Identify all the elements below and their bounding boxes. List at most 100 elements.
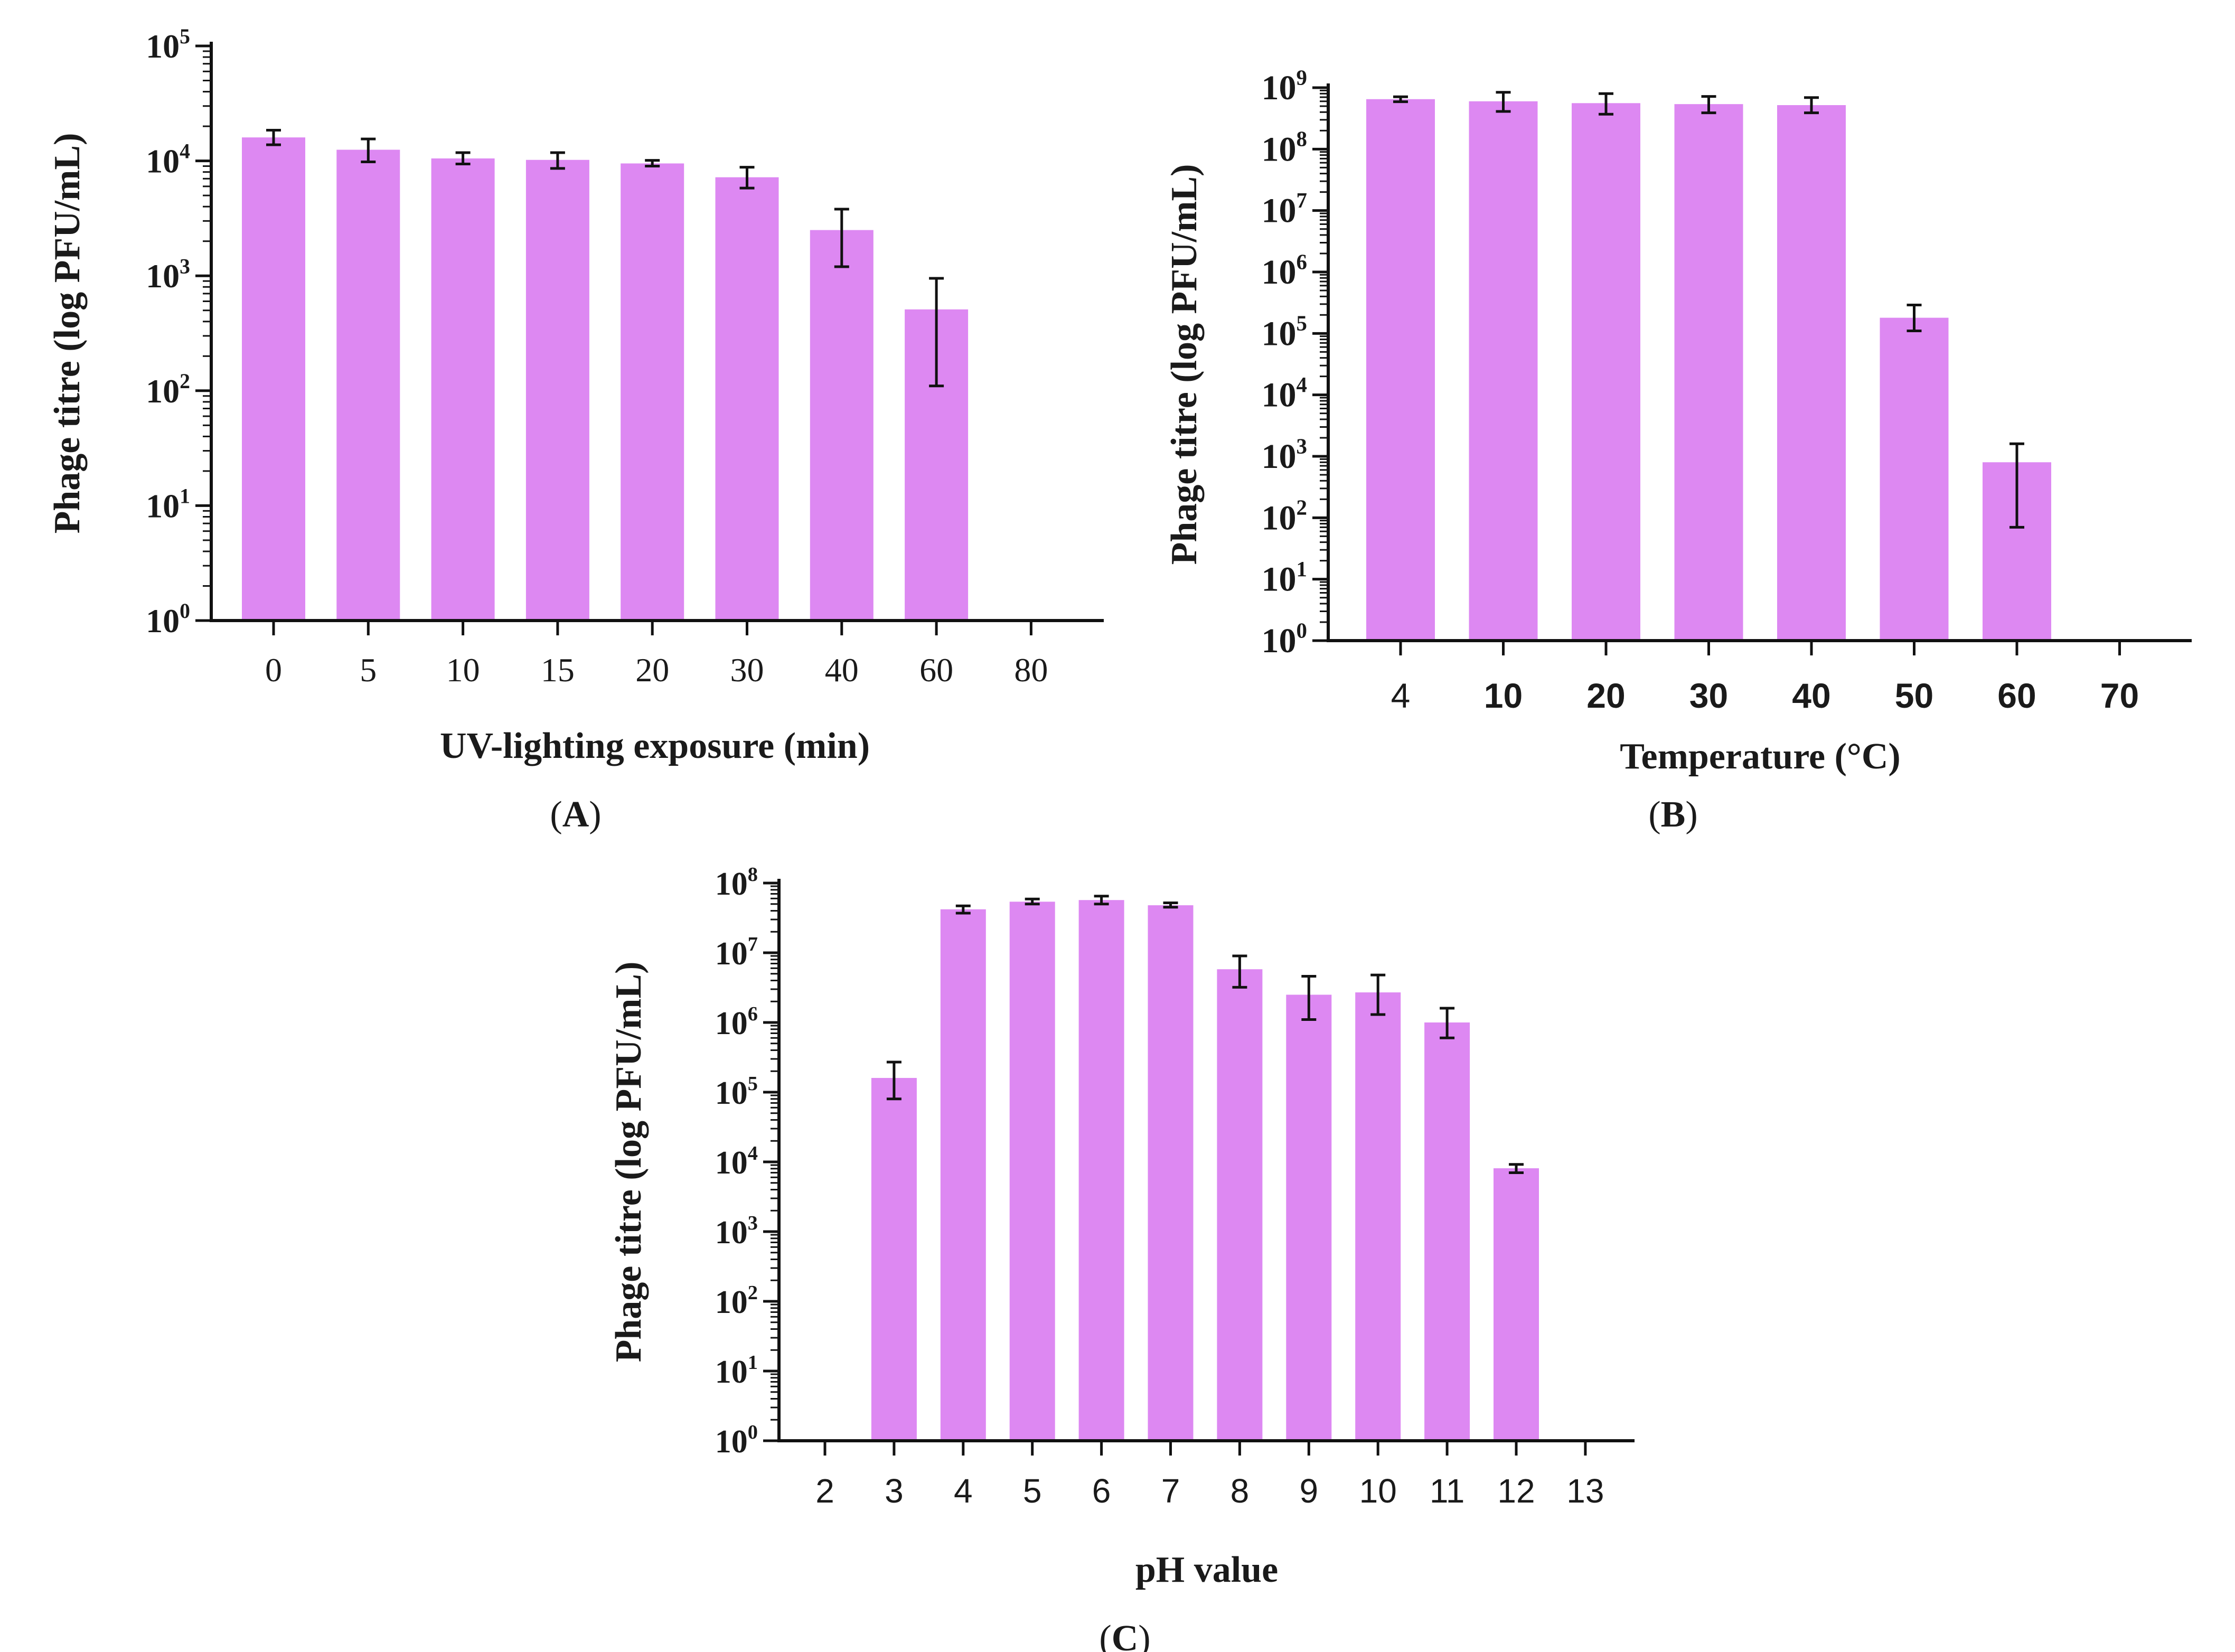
bar-c-4 bbox=[940, 909, 986, 1441]
x-tick-label-2: 2 bbox=[815, 1472, 834, 1510]
x-tick-label-80: 80 bbox=[1014, 651, 1048, 689]
error-bar-a-40 bbox=[834, 208, 849, 268]
y-tick-label: 100 bbox=[1262, 618, 1307, 660]
y-tick-label: 105 bbox=[146, 25, 190, 65]
x-tick-label-60: 60 bbox=[919, 651, 953, 689]
x-tick-label-70: 70 bbox=[2100, 676, 2139, 715]
error-bar-c-10 bbox=[1370, 973, 1386, 1016]
bar-c-9 bbox=[1286, 994, 1332, 1441]
x-tick-label-12: 12 bbox=[1497, 1472, 1535, 1510]
bar-c-3 bbox=[871, 1078, 917, 1441]
bar-c-12 bbox=[1494, 1168, 1539, 1441]
error-bar-b-4 bbox=[1393, 95, 1408, 104]
error-bar-c-11 bbox=[1440, 1007, 1455, 1039]
bar-c-8 bbox=[1217, 969, 1263, 1441]
x-tick-label-5: 5 bbox=[1023, 1472, 1042, 1510]
x-tick-label-4: 4 bbox=[1391, 676, 1411, 715]
bar-b-10 bbox=[1469, 101, 1538, 641]
error-bar-b-40 bbox=[1804, 96, 1819, 115]
y-tick-label: 101 bbox=[1262, 557, 1307, 599]
x-tick-label-6: 6 bbox=[1092, 1472, 1111, 1510]
bar-a-0 bbox=[242, 137, 305, 621]
y-tick-label: 100 bbox=[146, 599, 190, 640]
x-axis-label: pH value bbox=[1135, 1550, 1278, 1590]
x-tick-label-30: 30 bbox=[1689, 676, 1728, 715]
panel-label-b: (B) bbox=[1648, 794, 1697, 835]
chart-panel-c: 100 101 102 103 104 105 106 107 108 2 3 4 5 6 7 8 9 10 11 1… bbox=[608, 863, 1635, 1652]
panel-label-a: (A) bbox=[550, 794, 601, 835]
y-tick-label: 106 bbox=[715, 1003, 758, 1041]
x-tick-label-40: 40 bbox=[825, 651, 859, 689]
error-bar-a-10 bbox=[455, 151, 471, 165]
error-bar-c-6 bbox=[1094, 895, 1109, 906]
x-axis-label: UV-lighting exposure (min) bbox=[440, 726, 870, 766]
panel-label-c: (C) bbox=[1099, 1618, 1150, 1652]
error-bar-c-8 bbox=[1232, 954, 1247, 989]
y-axis-label: Phage titre (log PFU/mL) bbox=[608, 962, 649, 1363]
error-bar-a-20 bbox=[645, 159, 660, 168]
chart-panel-b: 100 101 102 103 104 105 106 107 108 109 4 10 20 30 40 5… bbox=[1164, 65, 2192, 835]
y-tick-label: 105 bbox=[1262, 312, 1307, 353]
y-tick-label: 101 bbox=[715, 1351, 758, 1390]
x-tick-label-10: 10 bbox=[1484, 676, 1523, 715]
y-tick-label: 102 bbox=[1262, 496, 1307, 538]
error-bar-a-30 bbox=[739, 166, 755, 190]
error-bar-c-4 bbox=[955, 904, 971, 915]
y-axis-label: Phage titre (log PFU/mL) bbox=[1164, 164, 1205, 565]
y-tick-label: 104 bbox=[715, 1142, 758, 1181]
x-tick-label-0: 0 bbox=[265, 651, 282, 689]
bar-a-20 bbox=[621, 163, 684, 621]
error-bar-a-15 bbox=[550, 151, 565, 170]
error-bar-b-20 bbox=[1599, 92, 1613, 116]
x-tick-label-7: 7 bbox=[1161, 1472, 1180, 1510]
y-tick-label: 108 bbox=[1262, 127, 1307, 169]
bar-c-7 bbox=[1148, 905, 1194, 1441]
y-tick-label: 102 bbox=[715, 1282, 758, 1320]
x-tick-label-15: 15 bbox=[541, 651, 575, 689]
bar-a-5 bbox=[336, 149, 400, 621]
x-tick-label-10: 10 bbox=[1359, 1472, 1397, 1510]
bar-c-6 bbox=[1078, 900, 1124, 1441]
y-tick-label: 102 bbox=[146, 370, 190, 410]
error-bar-b-10 bbox=[1496, 91, 1511, 113]
bar-a-30 bbox=[715, 177, 779, 621]
error-bar-a-5 bbox=[361, 137, 376, 164]
error-bar-b-50 bbox=[1907, 304, 1922, 333]
y-tick-label: 103 bbox=[146, 255, 190, 295]
y-tick-label: 105 bbox=[715, 1073, 758, 1111]
error-bar-c-12 bbox=[1509, 1163, 1524, 1174]
chart-panel-a: 100 101 102 103 104 105 0 5 10 15 20 30 40 60 80 UV-lig… bbox=[47, 25, 1104, 835]
y-tick-label: 103 bbox=[715, 1212, 758, 1251]
error-bar-c-3 bbox=[886, 1060, 901, 1101]
x-tick-label-8: 8 bbox=[1231, 1472, 1250, 1510]
error-bar-a-60 bbox=[929, 277, 944, 388]
y-tick-label: 107 bbox=[715, 933, 758, 972]
y-tick-label: 103 bbox=[1262, 434, 1307, 476]
bar-c-11 bbox=[1424, 1022, 1470, 1441]
bar-a-15 bbox=[525, 159, 589, 621]
bar-b-40 bbox=[1777, 105, 1846, 641]
bar-b-30 bbox=[1674, 104, 1743, 641]
error-bar-b-60 bbox=[2009, 442, 2024, 529]
y-tick-label: 101 bbox=[146, 485, 190, 525]
x-tick-label-10: 10 bbox=[446, 651, 480, 689]
error-bar-c-9 bbox=[1301, 975, 1317, 1021]
bar-a-10 bbox=[431, 158, 495, 621]
x-tick-label-4: 4 bbox=[954, 1472, 973, 1510]
bar-c-10 bbox=[1355, 992, 1401, 1441]
y-tick-label: 107 bbox=[1262, 189, 1307, 230]
y-tick-label: 106 bbox=[1262, 250, 1307, 292]
x-tick-label-3: 3 bbox=[885, 1472, 904, 1510]
x-tick-label-20: 20 bbox=[1586, 676, 1625, 715]
y-axis-label: Phage titre (log PFU/mL) bbox=[47, 133, 88, 534]
y-tick-label: 100 bbox=[715, 1421, 758, 1460]
bar-a-40 bbox=[810, 230, 874, 621]
bar-b-20 bbox=[1572, 103, 1640, 641]
x-axis-label: Temperature (°C) bbox=[1620, 736, 1901, 777]
bar-b-50 bbox=[1880, 317, 1949, 641]
x-tick-label-11: 11 bbox=[1430, 1472, 1464, 1510]
error-bar-a-0 bbox=[266, 128, 281, 146]
y-tick-label: 109 bbox=[1262, 65, 1307, 107]
error-bar-c-7 bbox=[1163, 901, 1178, 909]
